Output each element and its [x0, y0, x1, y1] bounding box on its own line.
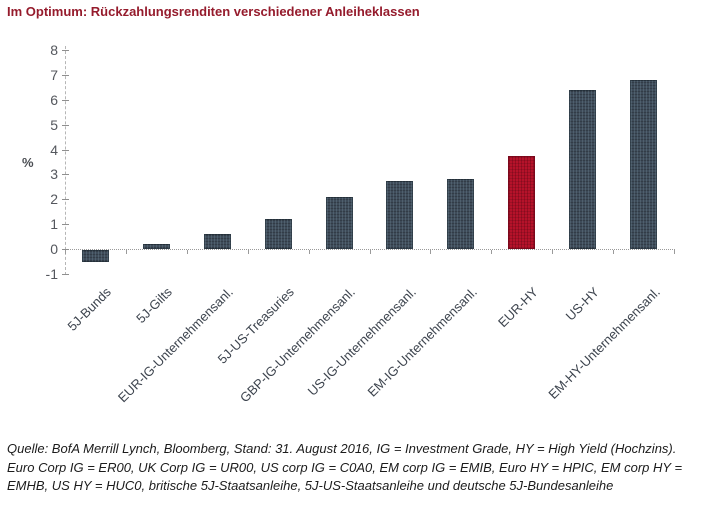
- bar-EM-HY-Unternehmensanl.: [630, 80, 657, 249]
- y-axis-unit-label: %: [22, 155, 34, 170]
- y-axis-line: [65, 46, 66, 275]
- bar-5J-Bunds: [82, 250, 109, 262]
- x-axis-tick: [370, 250, 371, 254]
- x-axis-tick: [674, 250, 675, 254]
- y-axis-tick-label: 7: [50, 67, 58, 83]
- bar-5J-Gilts: [143, 244, 170, 249]
- bar-EM-IG-Unternehmensanl.: [447, 179, 474, 249]
- bar-US-HY: [569, 90, 596, 249]
- x-axis-tick: [187, 250, 188, 254]
- x-axis-tick: [491, 250, 492, 254]
- y-axis-tick-label: 0: [50, 241, 58, 257]
- x-axis-tick: [552, 250, 553, 254]
- bar-chart: % 8 7 6 5 4 3 2 1 0 -1 5J-Bunds 5J-Gilts EUR-IG-Unte…: [22, 42, 675, 405]
- y-axis-tick: [62, 249, 69, 250]
- y-axis-tick-label: 2: [50, 191, 58, 207]
- y-axis-tick: [62, 274, 69, 275]
- bar-EUR-HY: [508, 156, 535, 249]
- x-axis-tick: [613, 250, 614, 254]
- chart-title: Im Optimum: Rückzahlungsrenditen verschi…: [7, 4, 420, 19]
- x-axis-baseline: [65, 249, 675, 250]
- y-axis-tick-label: 5: [50, 117, 58, 133]
- bar-EUR-IG-Unternehmensanl.: [204, 234, 231, 249]
- y-axis-tick-label: -1: [45, 266, 58, 282]
- y-axis-tick-label: 1: [50, 216, 58, 232]
- y-axis-tick: [62, 199, 69, 200]
- y-axis-tick: [62, 174, 69, 175]
- y-axis-tick: [62, 75, 69, 76]
- x-axis-tick: [248, 250, 249, 254]
- y-axis-tick-label: 3: [50, 166, 58, 182]
- bar-US-IG-Unternehmensanl.: [386, 181, 413, 249]
- source-footnote: Quelle: BofA Merrill Lynch, Bloomberg, S…: [7, 441, 683, 493]
- bar-GBP-IG-Unternehmensanl.: [326, 197, 353, 249]
- x-axis-tick: [65, 250, 66, 254]
- y-axis-tick-label: 8: [50, 42, 58, 58]
- y-axis-tick: [62, 100, 69, 101]
- y-axis-tick-label: 4: [50, 142, 58, 158]
- y-axis-tick: [62, 125, 69, 126]
- y-axis-tick: [62, 224, 69, 225]
- bar-5J-US-Treasuries: [265, 219, 292, 249]
- y-axis-tick-label: 6: [50, 92, 58, 108]
- y-axis-tick: [62, 150, 69, 151]
- x-axis-tick: [309, 250, 310, 254]
- x-axis-tick: [126, 250, 127, 254]
- x-axis-tick: [430, 250, 431, 254]
- y-axis-tick: [62, 50, 69, 51]
